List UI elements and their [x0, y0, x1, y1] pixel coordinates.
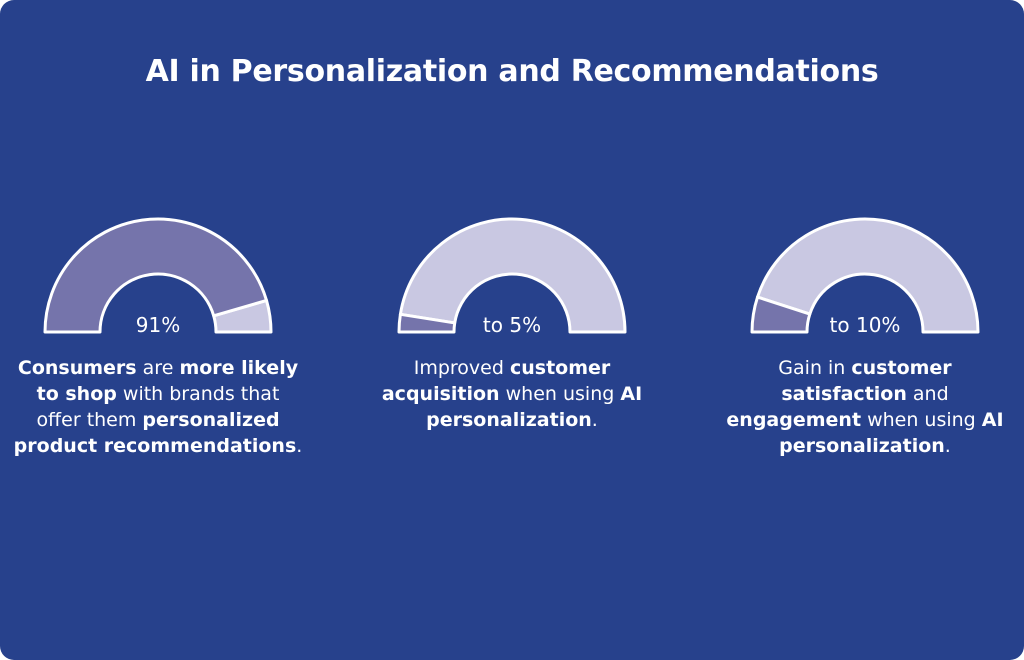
gauge-value-label: 91% [135, 313, 181, 337]
gauge-track [398, 217, 627, 334]
caption-part: Improved [413, 357, 510, 379]
gauge-fill [397, 312, 457, 334]
gauge-caption: Improved customer acquisition when using… [367, 355, 657, 433]
caption-part: customer satisfaction [781, 357, 952, 405]
caption-part: and [906, 383, 949, 405]
caption-part: when using [861, 409, 982, 431]
caption-part: customer acquisition [381, 357, 611, 405]
caption-part: Consumers [17, 357, 137, 379]
page-title: AI in Personalization and Recommendation… [145, 54, 879, 89]
gauge-chart [43, 217, 273, 334]
gauge-satisfaction: to 10% [725, 0, 1005, 337]
gauge-chart [397, 217, 627, 334]
caption-part: engagement [726, 409, 862, 431]
caption-part: are [136, 357, 180, 379]
caption-part: AI personalization [426, 383, 643, 431]
gauge-value-label: to 5% [482, 313, 542, 337]
gauge-value-label: to 10% [829, 313, 901, 337]
gauge-fill [750, 295, 812, 334]
caption-part: with brands that offer them [36, 383, 280, 431]
gauge-track [756, 217, 980, 334]
caption-part: more likely to shop [36, 357, 299, 405]
caption-part: AI personalization [779, 409, 1004, 457]
caption-part: . [296, 435, 303, 457]
caption-part: . [591, 409, 598, 431]
gauge-fill [43, 217, 269, 334]
caption-part: personalized product recommendations [13, 409, 297, 457]
gauge-acquisition: to 5% [372, 0, 652, 337]
gauge-chart [750, 217, 980, 334]
caption-part: Gain in [778, 357, 852, 379]
gauge-caption: Consumers are more likely to shop with b… [13, 355, 303, 459]
caption-part: when using [499, 383, 621, 405]
gauge-consumers: 91% [18, 0, 298, 337]
gauge-caption: Gain in customer satisfaction and engage… [720, 355, 1010, 459]
caption-part: . [944, 435, 951, 457]
